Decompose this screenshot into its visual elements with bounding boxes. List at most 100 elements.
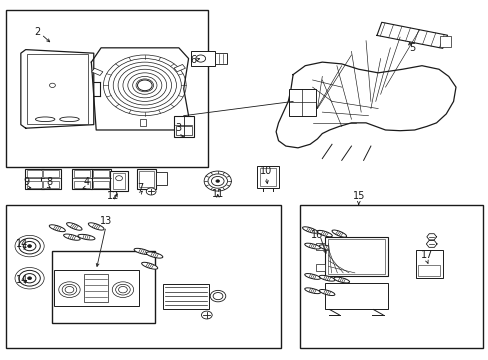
Bar (110, 171, 127, 191)
Circle shape (19, 238, 40, 254)
Bar (91, 68, 102, 76)
Circle shape (203, 171, 231, 191)
Text: 16: 16 (311, 230, 323, 240)
Circle shape (59, 282, 80, 297)
Text: 12: 12 (107, 191, 119, 201)
Ellipse shape (66, 222, 82, 230)
Bar (417, 265, 439, 276)
Bar (176, 126, 191, 135)
Bar (93, 181, 109, 188)
Ellipse shape (142, 262, 158, 269)
Circle shape (118, 287, 127, 293)
Circle shape (116, 176, 122, 181)
Text: 13: 13 (100, 216, 112, 226)
Text: 15: 15 (352, 191, 364, 201)
Ellipse shape (63, 234, 80, 240)
Bar (113, 173, 125, 189)
Circle shape (19, 270, 40, 286)
Bar (260, 168, 275, 186)
Bar (72, 168, 92, 189)
Bar (156, 172, 166, 185)
Ellipse shape (304, 243, 320, 249)
Circle shape (211, 176, 224, 186)
Bar (140, 119, 145, 126)
Text: 3: 3 (176, 123, 182, 133)
Bar (324, 283, 387, 310)
Circle shape (28, 277, 31, 280)
Circle shape (49, 83, 55, 87)
Ellipse shape (60, 117, 79, 122)
Bar (174, 64, 185, 72)
Bar (43, 170, 59, 177)
Bar (43, 181, 59, 188)
Bar (288, 89, 315, 116)
Bar (439, 36, 450, 47)
Circle shape (23, 274, 36, 283)
Bar (215, 53, 227, 64)
Ellipse shape (35, 117, 55, 122)
Bar (52, 251, 154, 323)
Text: 17: 17 (420, 250, 432, 260)
Circle shape (112, 282, 133, 297)
Circle shape (23, 242, 36, 251)
Bar (415, 249, 442, 278)
Circle shape (210, 291, 225, 302)
Ellipse shape (304, 274, 320, 279)
Ellipse shape (88, 223, 104, 230)
Bar (327, 239, 384, 274)
Bar (315, 264, 324, 271)
Text: 14: 14 (16, 239, 28, 249)
Ellipse shape (319, 289, 334, 296)
Bar (27, 170, 42, 177)
Bar (300, 205, 482, 348)
Ellipse shape (304, 288, 320, 294)
Bar (54, 270, 139, 306)
Text: 5: 5 (408, 43, 414, 53)
Text: 6: 6 (190, 55, 196, 65)
Text: 2: 2 (35, 27, 41, 37)
Text: 9: 9 (23, 177, 30, 187)
Ellipse shape (333, 277, 349, 283)
Circle shape (62, 284, 77, 295)
Bar (173, 116, 194, 137)
Bar (315, 243, 324, 249)
Bar (91, 168, 111, 189)
Text: 11: 11 (211, 189, 224, 199)
Bar (74, 181, 90, 188)
Circle shape (201, 311, 212, 319)
Bar (27, 54, 88, 124)
Bar (163, 284, 209, 309)
Bar (84, 274, 108, 302)
Text: 4: 4 (83, 177, 89, 187)
Ellipse shape (49, 225, 65, 232)
Ellipse shape (134, 248, 150, 255)
Circle shape (215, 180, 219, 183)
Circle shape (65, 287, 74, 293)
Ellipse shape (331, 230, 346, 237)
Ellipse shape (317, 230, 332, 237)
Bar (25, 168, 44, 189)
Text: 8: 8 (46, 177, 52, 187)
Bar (6, 10, 207, 167)
Ellipse shape (146, 252, 163, 258)
Bar (27, 181, 42, 188)
Circle shape (207, 174, 227, 188)
Circle shape (146, 188, 156, 195)
Bar (6, 205, 281, 348)
Bar (93, 170, 109, 177)
Ellipse shape (319, 245, 334, 251)
Circle shape (213, 293, 223, 300)
Bar (257, 166, 278, 188)
Bar (136, 169, 156, 189)
Circle shape (28, 245, 31, 248)
Text: 10: 10 (260, 166, 272, 176)
Bar (139, 171, 153, 187)
Circle shape (116, 284, 130, 295)
Circle shape (196, 55, 205, 62)
Ellipse shape (302, 227, 317, 233)
Bar (324, 237, 387, 276)
Bar (74, 170, 90, 177)
Text: 7: 7 (137, 183, 143, 193)
Bar (191, 51, 215, 66)
Ellipse shape (333, 245, 349, 251)
